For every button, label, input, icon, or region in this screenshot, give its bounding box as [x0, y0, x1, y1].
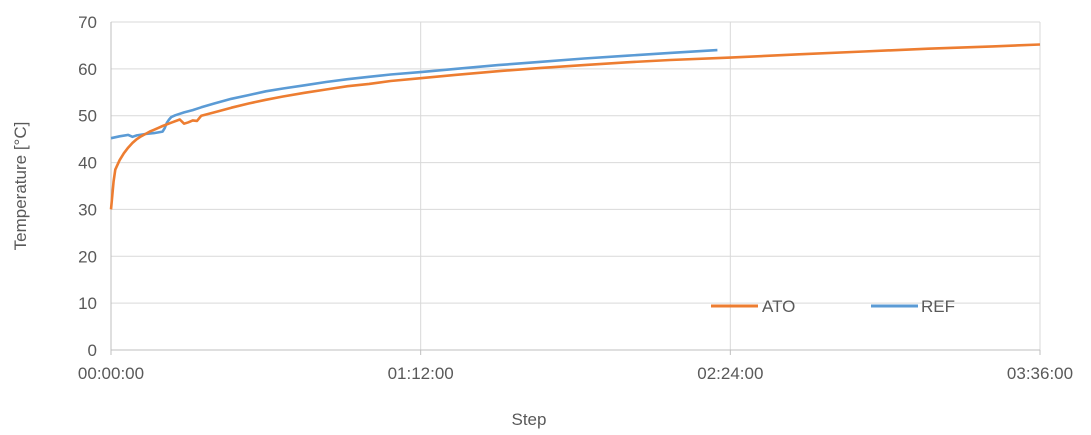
series-layer: [109, 43, 1041, 210]
x-tick-label: 02:24:00: [697, 364, 763, 383]
y-tick-label: 0: [88, 341, 97, 360]
x-axis-title: Step: [512, 410, 547, 429]
grid-layer: [111, 21, 1041, 350]
y-tick-label: 30: [78, 200, 97, 219]
x-tick-label: 00:00:00: [78, 364, 144, 383]
y-tick-label: 10: [78, 294, 97, 313]
y-tick-label: 60: [78, 60, 97, 79]
legend-label-ref: REF: [921, 297, 955, 316]
legend: ATO REF: [711, 297, 955, 316]
x-tick-label: 01:12:00: [388, 364, 454, 383]
series-line-ref: [110, 48, 718, 140]
y-tick-label: 70: [78, 13, 97, 32]
y-tick-label: 50: [78, 107, 97, 126]
y-axis-title: Temperature [°C]: [11, 122, 30, 251]
axis-layer: [110, 22, 1041, 355]
legend-label-ato: ATO: [762, 297, 795, 316]
series-line-ato: [109, 43, 1041, 210]
x-tick-label: 03:36:00: [1007, 364, 1073, 383]
tick-label-layer: 0 10 20 30 40 50 60 70 00:00:00 01:12:00 02:24:00 0…: [78, 13, 1073, 383]
y-tick-label: 20: [78, 247, 97, 266]
y-tick-label: 40: [78, 154, 97, 173]
